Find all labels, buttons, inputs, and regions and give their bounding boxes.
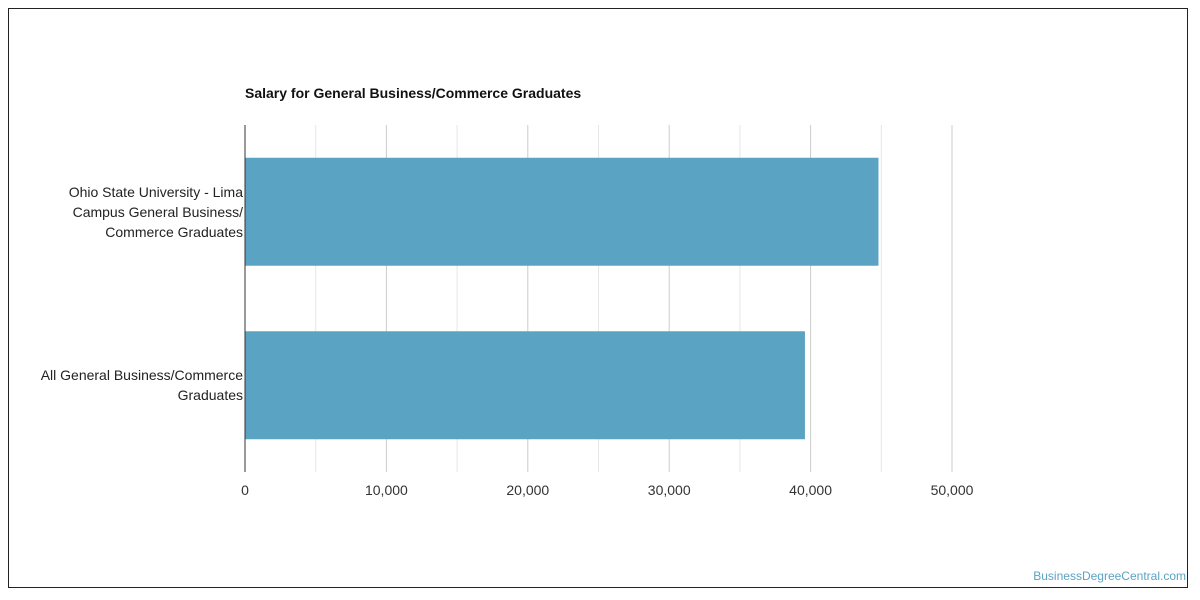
category-label-line: Commerce Graduates xyxy=(105,223,243,240)
category-label-line: Graduates xyxy=(177,387,243,404)
chart-title: Salary for General Business/Commerce Gra… xyxy=(245,85,582,101)
bar-1 xyxy=(245,331,805,440)
category-label-line: All General Business/Commerce xyxy=(40,367,243,384)
category-label-1: All General Business/Commerce Graduates xyxy=(3,365,243,405)
x-tick-label: 10,000 xyxy=(365,482,408,498)
x-tick-label: 20,000 xyxy=(506,482,549,498)
watermark: BusinessDegreeCentral.com xyxy=(1033,569,1186,583)
x-tick-label: 50,000 xyxy=(931,482,974,498)
category-label-line: Ohio State University - Lima xyxy=(68,183,243,200)
category-label-0: Ohio State University - Lima Campus Gener… xyxy=(3,182,243,242)
x-tick-label: 40,000 xyxy=(789,482,832,498)
x-tick-label: 30,000 xyxy=(648,482,691,498)
x-tick-label: 0 xyxy=(241,482,249,498)
bar-0 xyxy=(245,157,879,266)
category-label-line: Campus General Business/ xyxy=(72,203,243,220)
